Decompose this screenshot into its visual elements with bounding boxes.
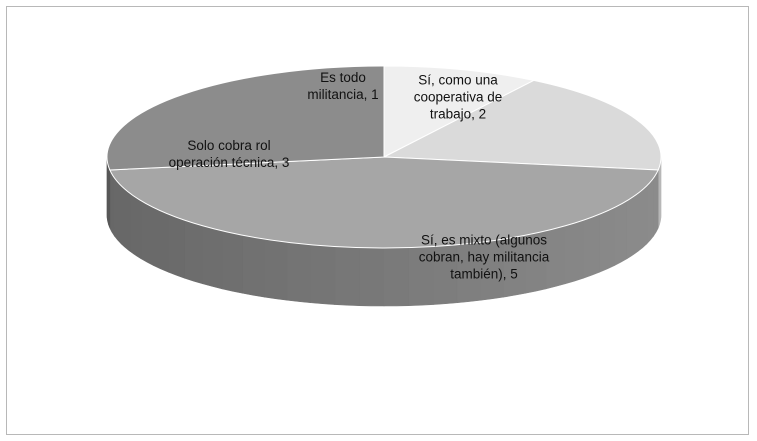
pie-top-faces (106, 65, 662, 249)
pie-slice-solo-cobra-rol-operacion-tecnica (106, 65, 385, 171)
side-wall-si-es-mixto-algunos-cobran-hay-m-0-20 (264, 238, 288, 301)
side-wall-si-es-mixto-algunos-cobran-hay-m-0-29 (120, 185, 131, 252)
slice-label-solo-cobra-rol: Solo cobra rol operación técnica, 3 (168, 138, 290, 170)
side-wall-si-es-mixto-algunos-cobran-hay-m-0-17 (334, 246, 360, 306)
side-wall-si-es-mixto-algunos-cobran-hay-m-0-23 (202, 225, 223, 290)
side-wall-si-es-mixto-algunos-cobran-hay-m-0-30 (114, 176, 122, 245)
chart-frame: Es todo militancia, 1 Sí, como una coope… (6, 6, 749, 435)
side-wall-si-es-mixto-algunos-cobran-hay-m-0-22 (221, 230, 243, 294)
side-wall-si-es-mixto-algunos-cobran-hay-m-0-28 (129, 192, 142, 260)
side-wall-si-es-mixto-algunos-cobran-hay-m-0-4 (614, 200, 628, 267)
side-wall-si-es-mixto-algunos-cobran-hay-m-0-24 (184, 219, 203, 285)
pie-side-walls (106, 156, 662, 307)
pie-slice-si-es-mixto-algunos-cobran-hay-m (109, 156, 659, 249)
side-wall-si-es-mixto-algunos-cobran-hay-m-0-2 (637, 185, 648, 252)
side-wall-si-es-mixto-algunos-cobran-hay-m-0-18 (310, 244, 336, 305)
side-wall-si-es-mixto-algunos-cobran-hay-m-0-21 (242, 234, 265, 298)
side-wall-si-es-mixto-algunos-cobran-hay-m-0-16 (359, 247, 385, 307)
slice-label-cooperativa-de-trabajo: Sí, como una cooperativa de trabajo, 2 (413, 72, 503, 122)
side-wall-si-es-mixto-algunos-cobran-hay-m-0-6 (583, 213, 600, 279)
side-wall-si-es-mixto-algunos-cobran-hay-m-0-0 (653, 169, 659, 237)
pie-chart (106, 65, 662, 307)
pie-slice-es-todo-militancia-1 (383, 65, 536, 158)
side-wall-si-es-mixto-algunos-cobran-hay-m-0-25 (168, 213, 185, 279)
side-wall-si-es-mixto-algunos-cobran-hay-m-0-15 (383, 247, 409, 307)
side-wall-si-es-mixto-algunos-cobran-hay-m-0-19 (286, 241, 312, 304)
side-wall-si-es-mixto-algunos-cobran-hay-m-0-5 (599, 207, 615, 273)
side-wall-si-es-mixto-algunos-cobran-hay-m-0-1 (646, 176, 654, 245)
side-wall-si-es-mixto-algunos-cobran-hay-m-0-7 (565, 219, 584, 285)
side-wall-si-es-mixto-algunos-cobran-hay-m-0-26 (153, 207, 169, 273)
slice-label-mixto: Sí, es mixto (algunos cobran, hay milita… (418, 232, 550, 282)
side-wall-si-es-mixto-algunos-cobran-hay-m-0-31 (109, 169, 115, 237)
pie-slice-si-como-una-cooperativa-de-traba (382, 79, 662, 171)
side-wall-si-es-mixto-algunos-cobran-hay-m-0-27 (140, 200, 154, 267)
side-wall-si-es-mixto-algunos-cobran-hay-m-0-3 (626, 192, 639, 260)
slice-label-es-todo-militancia: Es todo militancia, 1 (307, 70, 379, 102)
